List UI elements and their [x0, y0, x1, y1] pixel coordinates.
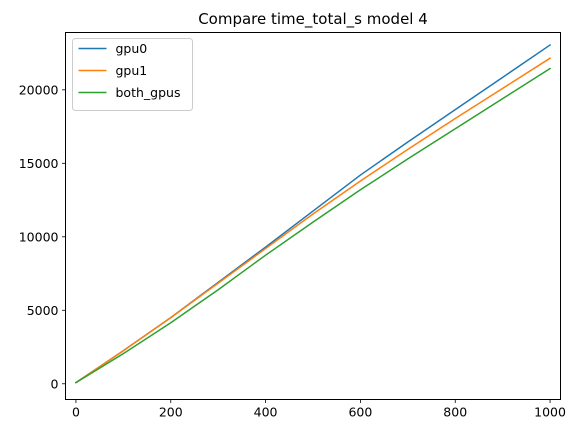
y-tick-label: 10000 — [19, 229, 59, 244]
legend: gpu0 gpu1 both_gpus — [72, 38, 193, 111]
series-line-both-gpus — [74, 67, 552, 384]
x-tick-label: 0 — [72, 405, 80, 420]
x-tick-label: 200 — [159, 405, 183, 420]
legend-label: gpu0 — [116, 41, 148, 56]
y-tick-label: 20000 — [19, 82, 59, 97]
y-tick-label: 15000 — [19, 156, 59, 171]
chart-title: Compare time_total_s model 4 — [198, 10, 428, 29]
y-tick-label: 0 — [51, 376, 59, 391]
y-tick-label: 5000 — [27, 303, 59, 318]
x-tick-label: 800 — [443, 405, 467, 420]
x-tick-label: 600 — [348, 405, 372, 420]
plot-frame — [65, 32, 561, 400]
legend-label: both_gpus — [116, 85, 181, 100]
series-line-gpu1 — [74, 57, 552, 384]
legend-label: gpu1 — [116, 63, 148, 78]
x-tick-label: 1000 — [534, 405, 566, 420]
x-tick-label: 400 — [254, 405, 278, 420]
